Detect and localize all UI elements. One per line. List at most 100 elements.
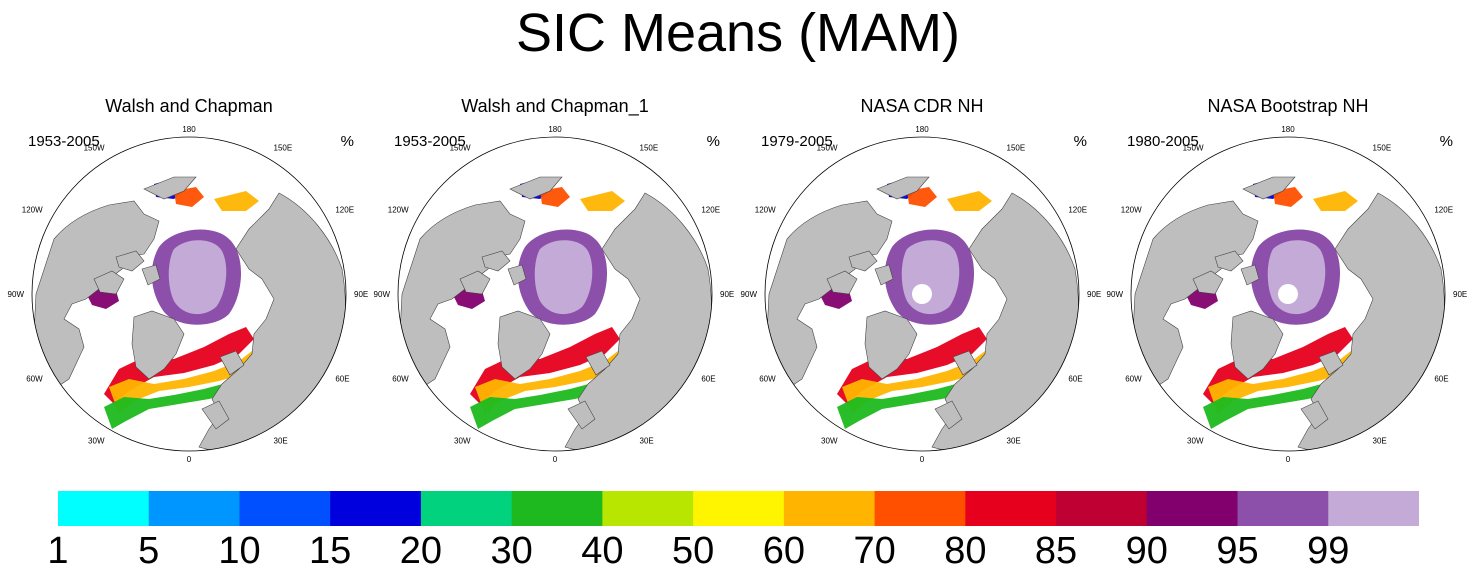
lon-label: 120E [335,206,354,215]
land-mass-4 [459,270,491,295]
panel-title: Walsh and Chapman_1 [461,96,649,116]
land-mass-6 [141,264,161,286]
ice-band-1 [109,351,258,414]
colorbar-swatch [965,491,1057,526]
lon-label: 150W [84,144,105,153]
colorbar-swatch [330,491,422,526]
land-mass-1 [33,200,160,390]
map-panel-walsh-chapman: Walsh and Chapman 1953-2005 % 180 150E 120… [8,95,369,465]
land-mass-1 [766,200,893,390]
lon-label: 30E [640,436,654,445]
lon-label: 120W [22,206,43,215]
colorbar-tick-label: 5 [138,530,160,572]
land-mass-6 [1240,264,1260,286]
lon-label: 60W [26,375,43,384]
colorbar-tick-label: 60 [762,530,805,572]
colorbar-tick-label: 1 [47,530,69,572]
map-outline [764,136,1080,452]
colorbar [58,491,1419,526]
land-mass-1 [399,200,526,390]
lon-label: 90W [741,290,758,299]
land-mass-6 [507,264,527,286]
lon-label: 30E [1007,436,1021,445]
land-mass-2 [876,176,930,200]
panel-period: 1979-2005 [761,133,833,150]
colorbar-swatch [1056,491,1148,526]
land-mass-7 [585,350,611,376]
land-mass-8 [567,400,596,430]
land-mass-3 [131,310,185,380]
colorbar-swatch [602,491,694,526]
ice-pack-99 [901,240,960,315]
polar-map: 180 150E 120E 90E 60E 30E 0 30W 60W 90W 120W 150W [8,125,369,464]
lon-label: 0 [553,455,558,464]
polar-map: 180 150E 120E 90E 60E 30E 0 30W 60W 90W 120W 150W [1107,125,1468,464]
ice-band-1 [842,351,991,414]
panel-period: 1953-2005 [394,133,466,150]
land-mass-7 [952,350,978,376]
map-outline [397,136,713,452]
lon-label: 90W [374,290,391,299]
colorbar-swatch [693,491,785,526]
figure-title: SIC Means (MAM) [515,3,961,63]
panel-title: NASA Bootstrap NH [1207,96,1369,116]
ice-band-1 [475,351,624,414]
lon-label: 120W [755,206,776,215]
lon-label: 90W [1107,290,1124,299]
ice-pack-99 [534,240,593,315]
lon-label: 0 [920,455,925,464]
lon-label: 150W [450,144,471,153]
lon-label: 60W [759,375,776,384]
lon-label: 90W [8,290,25,299]
land-mass-8 [934,400,963,430]
land-mass-2 [143,176,197,200]
pole-hole [1278,284,1298,304]
colorbar-swatch [1328,491,1419,526]
colorbar-swatch [58,491,150,526]
land-mass-4 [1192,270,1224,295]
colorbar-tick-label: 50 [671,530,715,572]
lon-label: 180 [915,125,929,134]
lon-label: 60E [1068,375,1082,384]
lon-label: 120W [1121,206,1142,215]
colorbar-tick-label: 10 [218,530,261,572]
colorbar-tick-label: 70 [853,530,896,572]
lon-label: 150W [1183,144,1204,153]
colorbar-tick-label: 80 [944,530,987,572]
lon-label: 30W [454,436,471,445]
colorbar-swatch [1237,491,1329,526]
colorbar-tick-label: 85 [1034,530,1078,572]
panel-period: 1980-2005 [1127,133,1199,150]
land-mass-3 [1230,310,1284,380]
lon-label: 120E [1434,206,1453,215]
map-outline [1130,136,1446,452]
ice-band-6 [214,191,259,211]
lon-label: 30W [88,436,105,445]
ice-pack-99 [168,240,227,315]
lon-label: 180 [1281,125,1295,134]
ice-band-6 [1313,191,1358,211]
colorbar-swatch [148,491,240,526]
colorbar-tick-label: 90 [1125,530,1168,572]
land-mass-5 [481,250,511,272]
lon-label: 180 [548,125,562,134]
panel-unit: % [706,133,720,150]
lon-label: 0 [187,455,192,464]
land-mass-3 [864,310,918,380]
lon-label: 30E [1373,436,1387,445]
panel-title: NASA CDR NH [860,96,984,116]
lon-label: 90E [720,290,734,299]
lon-label: 120E [1068,206,1087,215]
lon-label: 90E [1453,290,1467,299]
lon-label: 30W [821,436,838,445]
lon-label: 30W [1187,436,1204,445]
lon-label: 150E [1373,144,1392,153]
lon-label: 0 [1286,455,1291,464]
ice-band-0 [1203,327,1353,404]
land-mass-8 [1300,400,1329,430]
colorbar-swatch [511,491,603,526]
land-mass-3 [497,310,551,380]
lon-label: 150E [640,144,659,153]
colorbar-swatch [783,491,876,526]
panel-title: Walsh and Chapman [105,96,273,116]
